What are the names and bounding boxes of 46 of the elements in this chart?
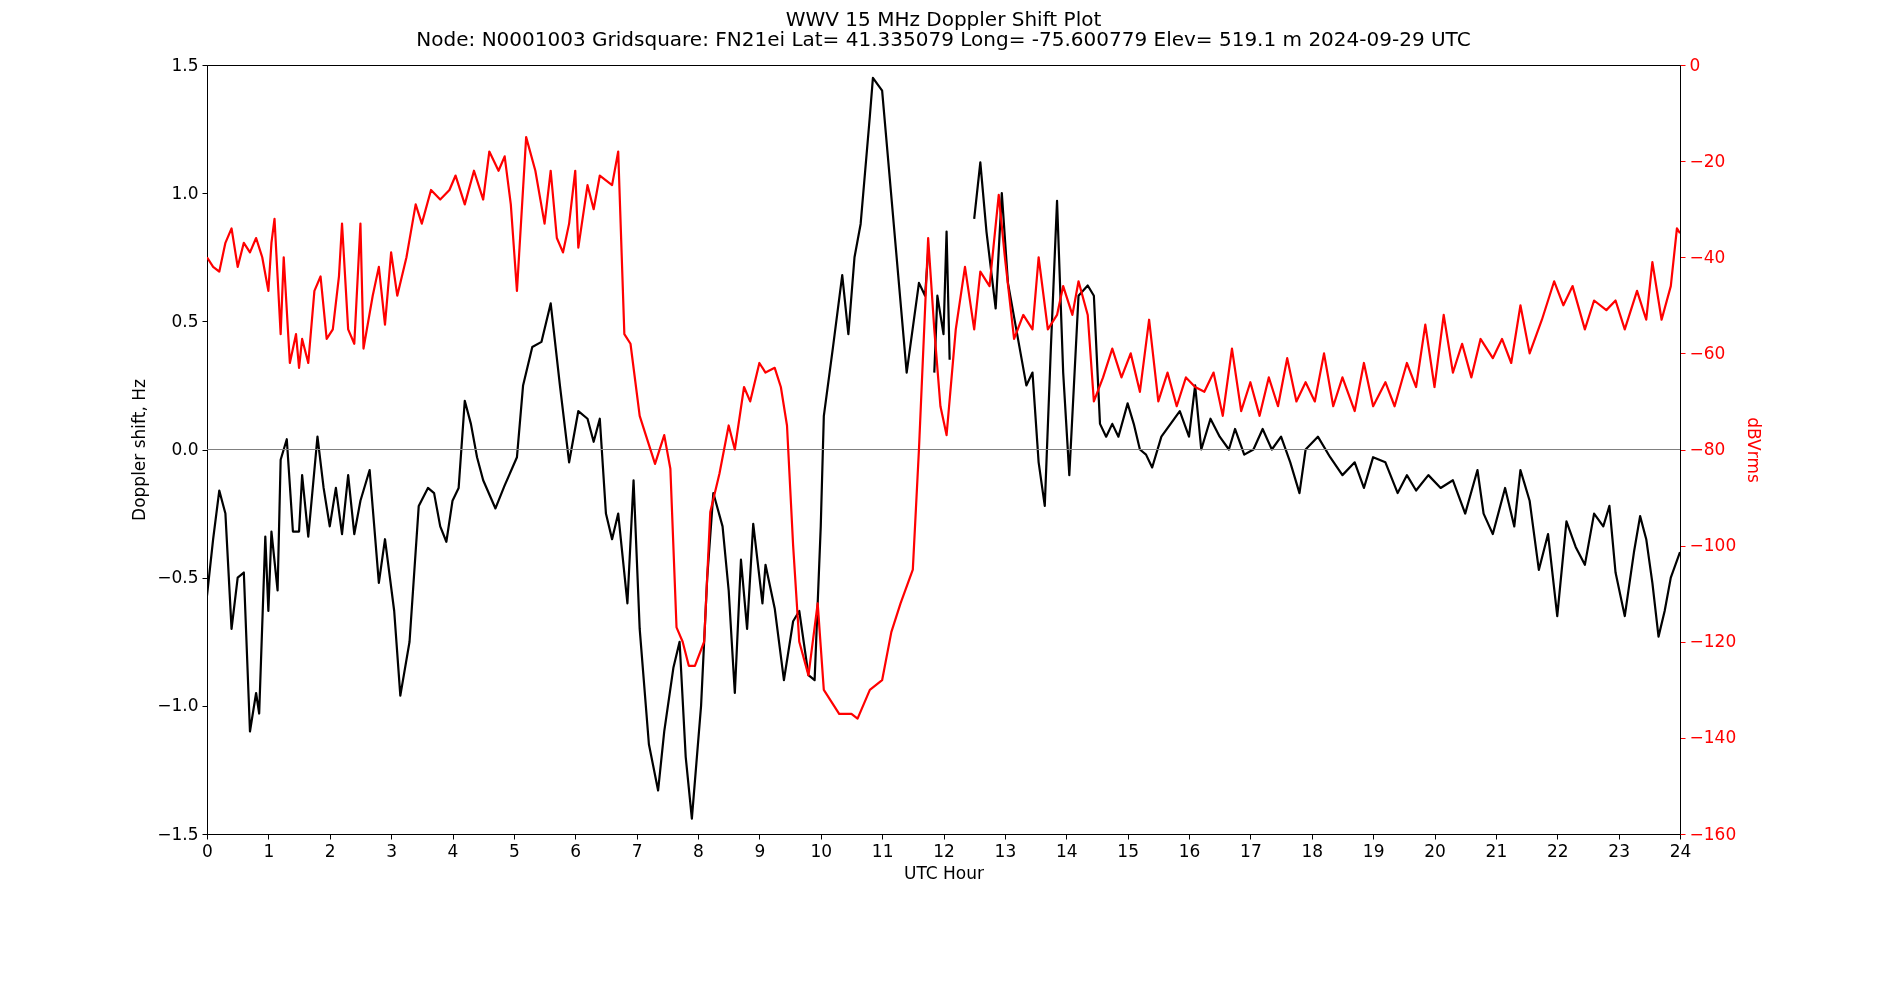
x-tick-label: 21	[1485, 840, 1508, 861]
x-tick-label: 16	[1178, 840, 1201, 861]
x-tick-label: 13	[994, 840, 1017, 861]
y2-axis-title: dBVrms	[1744, 417, 1765, 483]
y2-tick-label: −140	[1689, 727, 1737, 748]
x-tick-label: 12	[933, 840, 955, 861]
x-tick-label: 6	[570, 840, 582, 861]
y-axis-title: Doppler shift, Hz	[129, 378, 150, 521]
x-tick-label: 11	[871, 840, 894, 861]
line-series	[207, 135, 1680, 720]
y2-tick-label: −20	[1689, 150, 1726, 171]
x-tick-label: 18	[1301, 840, 1324, 861]
x-tick-label: 9	[754, 840, 766, 861]
x-tick-label: 20	[1424, 840, 1446, 861]
y-tick-label: −1.5	[157, 823, 199, 844]
y2-tick-label: −160	[1689, 823, 1737, 844]
x-tick-label: 1	[263, 840, 275, 861]
y-tick-label: 1.0	[171, 182, 199, 203]
x-tick-label: 8	[693, 840, 704, 861]
x-tick-label: 22	[1546, 840, 1569, 861]
x-tick-label: 0	[202, 840, 213, 861]
y2-tick-label: −60	[1689, 342, 1726, 363]
y-tick-label: 1.5	[171, 54, 199, 75]
y-tick-label: 0.0	[171, 439, 199, 459]
x-tick-label: 19	[1362, 840, 1385, 861]
x-tick-label: 10	[810, 840, 833, 861]
y2-tick-label: −100	[1689, 535, 1737, 556]
y2-tick-label: −120	[1689, 631, 1737, 652]
x-tick-label: 3	[386, 840, 398, 861]
x-tick-label: 24	[1669, 840, 1692, 861]
chart-title: WWV 15 MHz Doppler Shift Plot	[785, 7, 1102, 31]
x-axis-title: UTC Hour	[903, 862, 985, 883]
x-tick-label: 17	[1240, 840, 1262, 861]
x-tick-label: 7	[631, 840, 643, 861]
x-tick-label: 2	[324, 840, 336, 861]
y-tick-label: −0.5	[157, 567, 199, 588]
y-tick-label: 0.5	[171, 310, 199, 331]
y2-tick-label: −40	[1689, 246, 1726, 267]
y2-tick-label: 0	[1689, 54, 1701, 75]
x-tick-label: 23	[1608, 840, 1630, 861]
x-tick-label: 5	[508, 840, 520, 861]
x-tick-label: 14	[1055, 840, 1078, 861]
y2-tick-label: −80	[1689, 439, 1726, 459]
y-tick-label: −1.0	[157, 695, 199, 716]
x-tick-label: 4	[447, 840, 459, 861]
x-tick-label: 15	[1117, 840, 1139, 861]
